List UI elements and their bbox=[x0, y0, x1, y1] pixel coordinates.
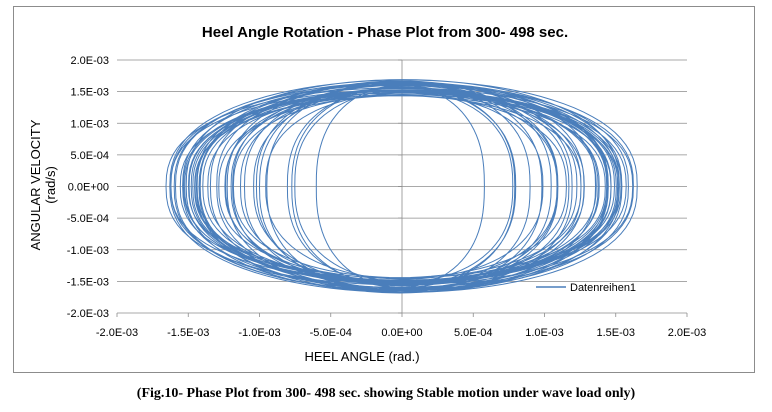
series-datenreihen1 bbox=[165, 79, 638, 294]
x-tick-label: -1.5E-03 bbox=[167, 327, 209, 339]
y-tick-label: 5.0E-04 bbox=[70, 150, 109, 162]
x-axis-label: HEEL ANGLE (rad.) bbox=[304, 349, 419, 364]
y-axis-label: ANGULAR VELOCITY bbox=[28, 119, 43, 250]
x-tick-label: -5.0E-04 bbox=[310, 327, 352, 339]
phase-orbit-line bbox=[165, 79, 638, 294]
chart-area: Heel Angle Rotation - Phase Plot from 30… bbox=[13, 6, 755, 373]
y-axis-label-units: (rad/s) bbox=[43, 166, 58, 204]
y-tick-label: 0.0E+00 bbox=[68, 182, 109, 194]
figure-caption: (Fig.10- Phase Plot from 300- 498 sec. s… bbox=[136, 386, 636, 401]
chart-title: Heel Angle Rotation - Phase Plot from 30… bbox=[202, 24, 568, 41]
y-tick-label: 2.0E-03 bbox=[70, 55, 109, 67]
y-tick-label: -1.0E-03 bbox=[67, 245, 109, 257]
y-tick-label: -1.5E-03 bbox=[67, 276, 109, 288]
y-tick-label: -5.0E-04 bbox=[67, 213, 109, 225]
x-tick-label: 2.0E-03 bbox=[668, 327, 707, 339]
x-tick-label: -1.0E-03 bbox=[238, 327, 280, 339]
legend: Datenreihen1 bbox=[536, 282, 636, 294]
tick-labels: 2.0E-03 1.5E-03 1.0E-03 5.0E-04 0.0E+00 -5.0E… bbox=[67, 55, 706, 339]
phase-plot: Heel Angle Rotation - Phase Plot from 30… bbox=[28, 24, 706, 364]
x-tick-label: -2.0E-03 bbox=[96, 327, 138, 339]
y-tick-label: 1.0E-03 bbox=[70, 118, 109, 130]
y-tick-label: 1.5E-03 bbox=[70, 87, 109, 99]
y-tick-label: -2.0E-03 bbox=[67, 308, 109, 320]
x-tick-label: 5.0E-04 bbox=[454, 327, 493, 339]
legend-label: Datenreihen1 bbox=[570, 282, 636, 294]
x-tick-label: 1.0E-03 bbox=[525, 327, 564, 339]
x-tick-label: 1.5E-03 bbox=[596, 327, 635, 339]
x-tick-label: 0.0E+00 bbox=[381, 327, 422, 339]
